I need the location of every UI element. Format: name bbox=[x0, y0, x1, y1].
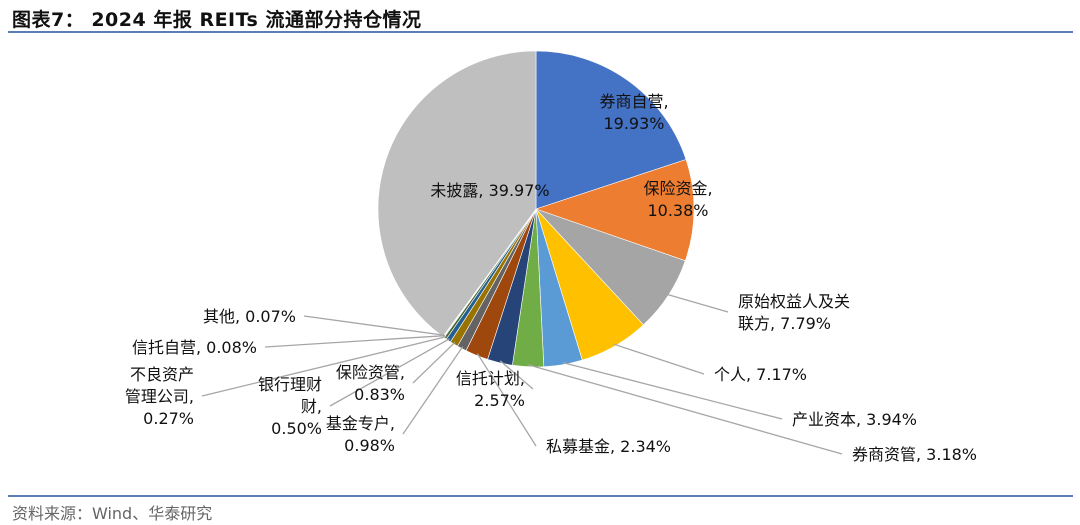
pie-slice bbox=[377, 50, 537, 338]
leader-line bbox=[412, 341, 456, 384]
slice-label: 个人, 7.17% bbox=[714, 365, 807, 384]
slice-label: 私募基金, 2.34% bbox=[546, 437, 671, 456]
slice-label: 产业资本, 3.94% bbox=[792, 410, 917, 429]
leader-line bbox=[329, 338, 450, 407]
leader-line bbox=[402, 346, 464, 435]
pie-slice bbox=[535, 50, 687, 210]
pie-slice bbox=[535, 159, 695, 262]
slice-label: 基金专户, 0.98% bbox=[326, 414, 395, 455]
pie-slices bbox=[377, 50, 695, 368]
leader-line bbox=[666, 293, 729, 313]
slice-label: 其他, 0.07% bbox=[203, 307, 296, 326]
slice-label: 不良资产管理公司, 0.27% bbox=[125, 365, 194, 428]
leader-line bbox=[562, 362, 783, 420]
leader-line bbox=[476, 353, 537, 447]
slice-label: 银行理财财, 0.50% bbox=[258, 375, 322, 438]
slice-label: 券商自营, 19.93% bbox=[599, 92, 668, 133]
slice-label: 保险资金, 10.38% bbox=[643, 179, 712, 220]
data-labels: 券商自营, 19.93% 保险资金, 10.38% 原始权益人及关联方, 7.79% 个人… bbox=[125, 92, 977, 464]
leader-line bbox=[613, 343, 705, 375]
leader-lines bbox=[201, 293, 843, 455]
leader-line bbox=[264, 335, 445, 348]
source-note: 资料来源：Wind、华泰研究 bbox=[12, 504, 213, 523]
footer-divider bbox=[8, 495, 1073, 497]
slice-label: 信托计划, 2.57% bbox=[456, 369, 525, 410]
leader-line bbox=[527, 364, 843, 455]
title-divider bbox=[8, 31, 1073, 33]
leader-line bbox=[303, 315, 445, 336]
slice-label: 保险资管, 0.83% bbox=[336, 363, 405, 404]
slice-label: 未披露, 39.97% bbox=[430, 181, 549, 200]
slice-label: 券商资管, 3.18% bbox=[852, 445, 977, 464]
leader-line bbox=[201, 336, 447, 397]
slice-label: 原始权益人及关联方, 7.79% bbox=[738, 292, 850, 333]
chart-title: 图表7： 2024 年报 REITs 流通部分持仓情况 bbox=[12, 9, 422, 31]
leader-line bbox=[499, 360, 534, 390]
slice-label: 信托自营, 0.08% bbox=[132, 338, 257, 357]
